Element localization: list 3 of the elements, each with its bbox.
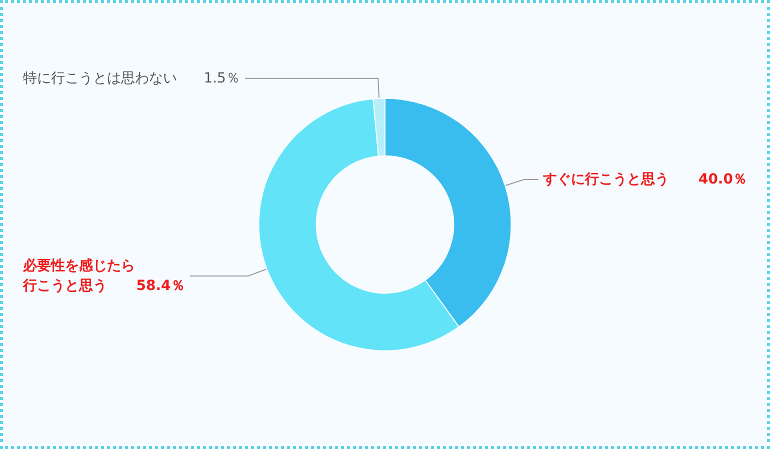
slice-label: 特に行こうとは思わない 1.5％	[23, 70, 240, 86]
slice-label: 必要性を感じたら行こうと思う 58.4％	[22, 257, 185, 294]
slice-label: すぐに行こうと思う 40.0％	[542, 171, 747, 188]
